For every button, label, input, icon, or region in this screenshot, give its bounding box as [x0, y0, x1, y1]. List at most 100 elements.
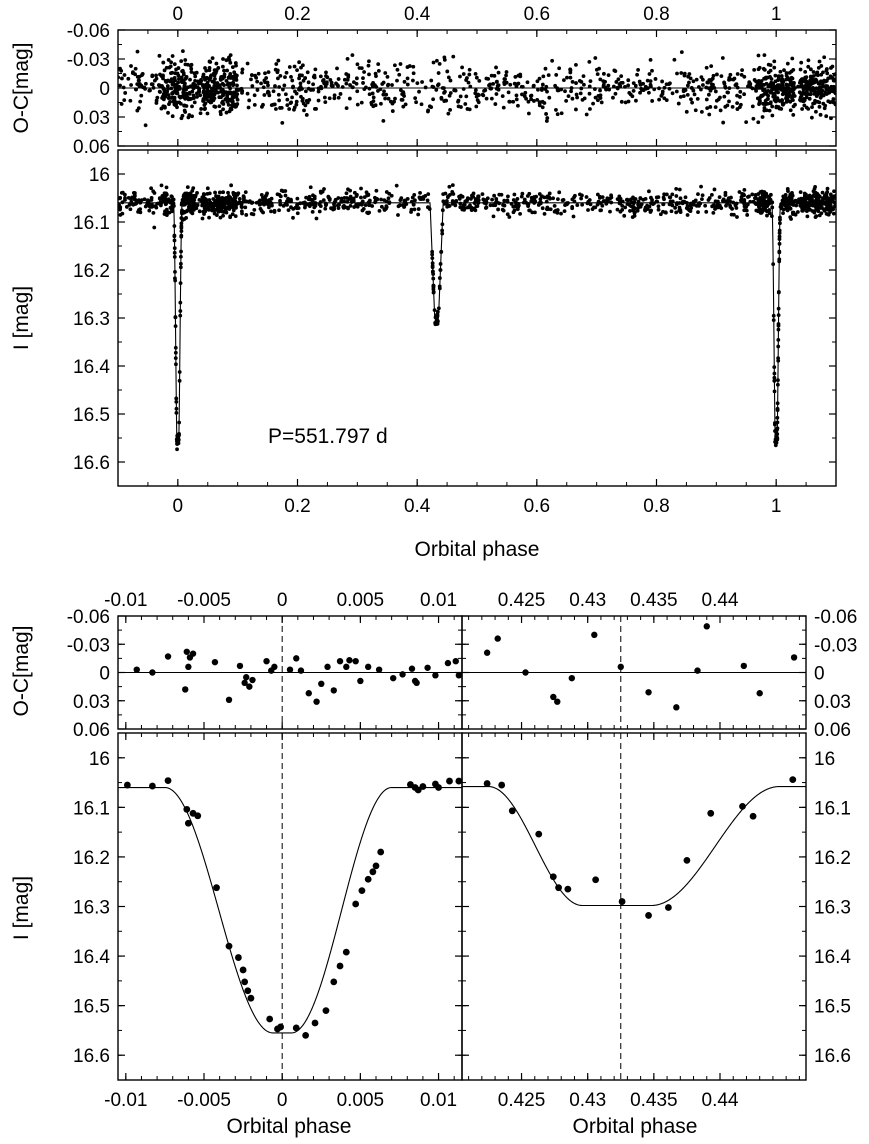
- oc-point: [546, 73, 551, 78]
- lc-point: [560, 198, 565, 203]
- y-tick-label: 16.1: [73, 798, 110, 819]
- lc-point: [146, 198, 150, 203]
- lc-point: [399, 196, 404, 201]
- x-tick-label: 0: [277, 1090, 288, 1111]
- oc-point: [807, 96, 812, 101]
- oc-point: [719, 74, 724, 79]
- lc-point: [188, 198, 193, 203]
- oc-point: [286, 666, 294, 673]
- lc-point: [623, 205, 628, 210]
- oc-point: [803, 84, 808, 89]
- oc-point: [376, 89, 380, 93]
- lc-point: [562, 209, 567, 214]
- y-tick-label: 16: [89, 165, 110, 186]
- oc-point: [446, 111, 451, 116]
- oc-point: [190, 104, 194, 109]
- lc-point: [570, 197, 575, 202]
- oc-point: [791, 113, 796, 117]
- oc-point: [198, 111, 203, 116]
- lc-point: [379, 204, 384, 209]
- oc-point: [811, 70, 816, 74]
- lc-point: [618, 898, 626, 905]
- lc-point: [418, 190, 422, 195]
- oc-point: [123, 91, 128, 95]
- oc-point: [401, 90, 406, 95]
- x-tick-label-top: 0.005: [337, 590, 385, 611]
- oc-point: [819, 72, 824, 77]
- oc-point: [228, 71, 233, 76]
- oc-point: [245, 61, 250, 66]
- oc-point: [399, 671, 406, 678]
- oc-point: [650, 68, 654, 73]
- oc-point: [324, 82, 329, 86]
- lc-point: [365, 210, 370, 215]
- oc-point: [739, 72, 744, 77]
- oc-point: [434, 88, 439, 92]
- lc-point: [831, 207, 836, 212]
- panel-full-lightcurve: 0 0.2 0.4 0.6 0.8 1 16 16.1 16.2 16.3 16.4 16.5 16.6: [73, 149, 837, 517]
- oc-point: [684, 109, 689, 114]
- lc-point: [534, 194, 539, 199]
- oc-point: [599, 100, 604, 105]
- lc-point: [183, 805, 191, 813]
- lc-point: [295, 211, 300, 216]
- lc-point: [831, 211, 836, 216]
- lc-point: [618, 196, 623, 201]
- oc-point: [464, 78, 469, 82]
- oc-point: [693, 108, 698, 113]
- lc-point: [665, 904, 672, 911]
- lc-point: [812, 210, 817, 215]
- oc-point: [383, 96, 388, 101]
- oc-point: [570, 80, 575, 84]
- oc-point: [344, 106, 349, 110]
- lc-point: [310, 209, 315, 214]
- oc-point: [523, 90, 528, 95]
- lc-point: [277, 1023, 285, 1031]
- oc-point: [431, 97, 436, 102]
- oc-point: [691, 88, 696, 93]
- lc-point: [820, 190, 825, 195]
- oc-point: [381, 92, 386, 97]
- oc-point: [291, 85, 295, 90]
- oc-point: [388, 99, 393, 104]
- ylabel-full-oc: O-C[mag]: [10, 42, 33, 133]
- lc-point: [201, 192, 206, 196]
- oc-point: [202, 107, 207, 111]
- oc-point: [259, 81, 263, 86]
- lc-point: [508, 807, 516, 815]
- lc-point: [810, 196, 814, 201]
- oc-point: [557, 66, 562, 71]
- lc-point: [590, 207, 595, 212]
- lc-point: [641, 197, 646, 202]
- lc-point: [447, 184, 452, 189]
- oc-point: [255, 88, 260, 92]
- oc-point: [828, 75, 833, 80]
- oc-point: [542, 101, 547, 105]
- oc-point: [343, 663, 350, 671]
- oc-point: [555, 112, 560, 117]
- oc-point: [695, 96, 700, 101]
- oc-point: [297, 87, 301, 92]
- oc-point: [477, 78, 482, 83]
- oc-point: [784, 77, 789, 82]
- lc-point: [706, 198, 711, 202]
- oc-point: [348, 83, 352, 87]
- oc-point: [520, 92, 524, 97]
- lc-point: [520, 191, 525, 196]
- lc-point: [448, 192, 452, 197]
- oc-point: [816, 73, 820, 78]
- lc-point: [635, 208, 640, 213]
- oc-point: [711, 73, 716, 78]
- oc-point: [568, 75, 573, 80]
- lc-point: [661, 209, 665, 214]
- oc-point: [414, 100, 419, 105]
- oc-point: [452, 88, 457, 93]
- lc-point: [502, 198, 507, 203]
- oc-point: [224, 110, 229, 115]
- lc-point: [656, 195, 661, 200]
- oc-point: [619, 99, 624, 104]
- lc-point: [450, 183, 455, 188]
- lc-point: [498, 781, 506, 789]
- oc-point: [718, 108, 723, 113]
- oc-point: [659, 94, 664, 98]
